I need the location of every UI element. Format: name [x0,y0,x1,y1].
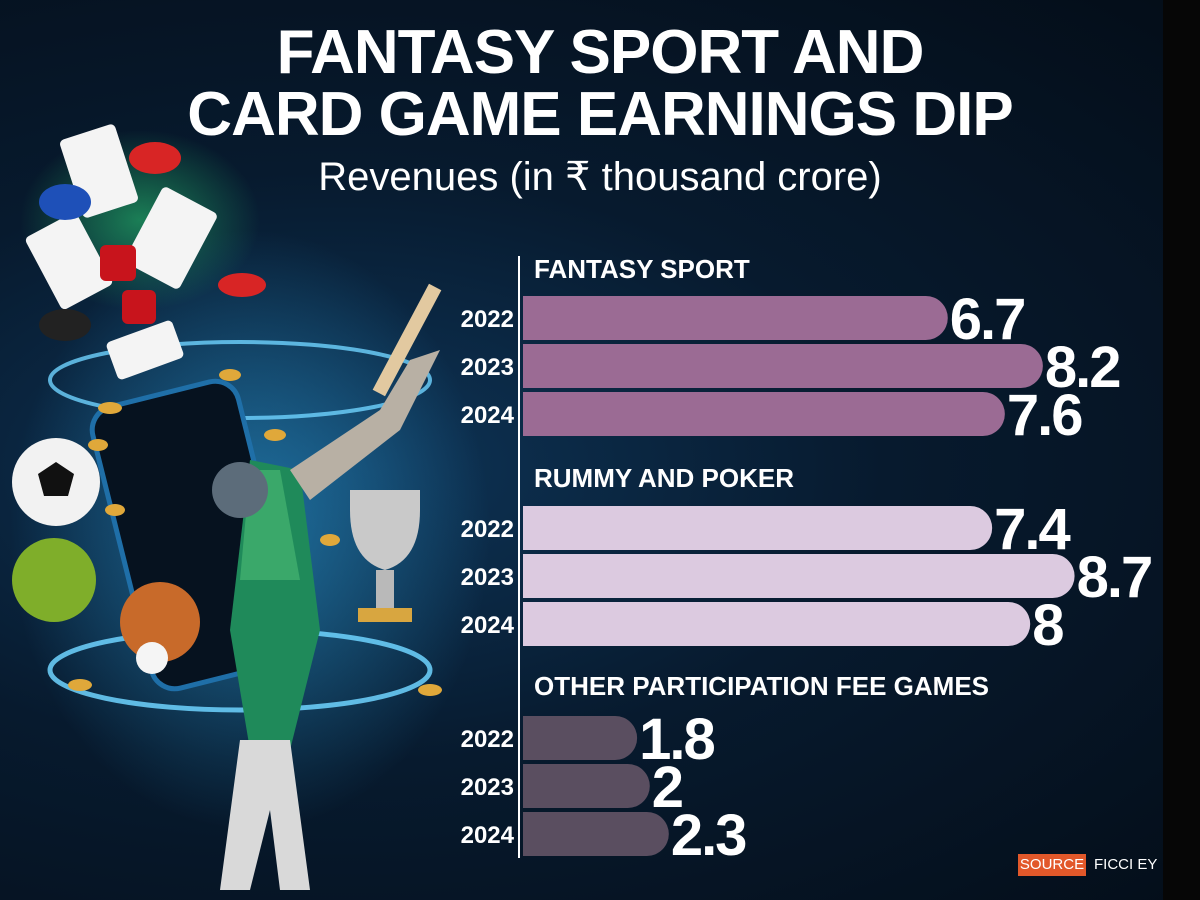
year-tick-label: 2022 [461,306,514,333]
trophy-icon [350,490,420,622]
data-label: 7.4 [994,497,1070,562]
basketball [120,582,200,662]
data-label: 8.7 [1077,545,1152,610]
bar [523,506,993,550]
year-tick-label: 2024 [461,402,515,429]
year-tick-label: 2023 [461,774,514,801]
chart-subtitle: Revenues (in ₹ thousand crore) [318,155,882,199]
poker-chips [39,142,266,341]
source-value: FICCI EY [1094,856,1158,873]
gold-coins [68,369,442,696]
data-label: 8 [1032,593,1063,658]
data-label: 6.7 [950,287,1025,352]
bar [523,602,1031,646]
bar [523,392,1005,436]
data-label: 7.6 [1007,383,1082,448]
year-tick-label: 2022 [461,516,514,543]
tennis-ball [12,538,96,622]
data-label: 2.3 [671,803,746,868]
group-header: OTHER PARTICIPATION FEE GAMES [534,671,989,701]
year-tick-label: 2024 [461,612,515,639]
bar [523,812,669,856]
right-edge-strip [1163,0,1200,900]
year-tick-label: 2024 [461,822,515,849]
data-label: 1.8 [639,707,714,772]
bar [523,296,948,340]
sports-gaming-illustration [10,124,490,890]
group-header: FANTASY SPORT [534,254,750,284]
title-line-2: CARD GAME EARNINGS DIP [187,80,1013,149]
cricket-player [212,283,442,890]
group-header: RUMMY AND POKER [534,463,794,493]
chart-title: FANTASY SPORT AND CARD GAME EARNINGS DIP… [40,22,1160,200]
title-line-1: FANTASY SPORT AND [276,18,925,87]
bar [523,716,638,760]
year-tick-label: 2023 [461,564,514,591]
bar [523,344,1043,388]
source-label: SOURCE [1018,854,1086,876]
data-label: 2 [652,755,682,820]
soccer-ball-patch [38,462,74,496]
year-tick-label: 2022 [461,726,514,753]
dice [100,245,156,324]
data-label: 8.2 [1045,335,1120,400]
playing-cards [25,124,217,380]
baseball [136,642,168,674]
bar [523,554,1075,598]
year-tick-label: 2023 [461,354,514,381]
bar [523,764,650,808]
